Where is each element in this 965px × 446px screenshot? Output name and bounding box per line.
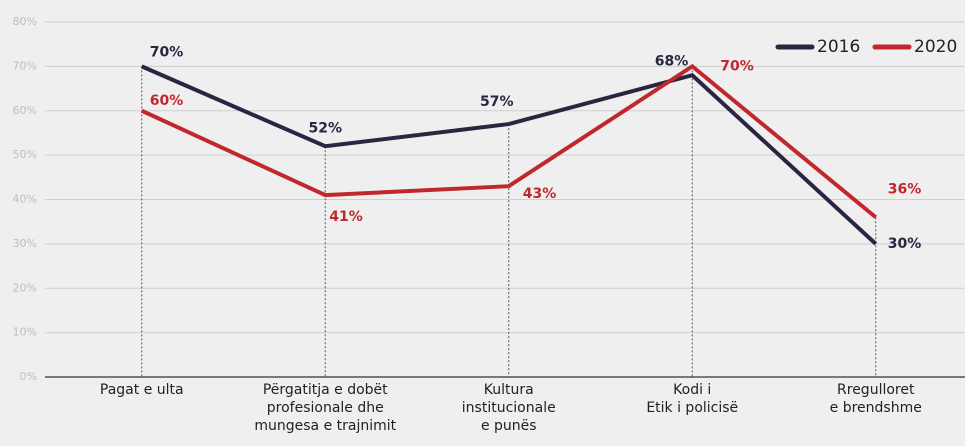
value-label: 60%: [150, 93, 184, 109]
value-label: 43%: [523, 186, 557, 202]
x-tick-label-line: profesionale dhe: [267, 400, 384, 416]
value-label: 68%: [655, 53, 689, 69]
x-tick-label-line: e brendshme: [830, 400, 922, 416]
x-tick-label-line: Kultura: [484, 382, 534, 398]
y-tick-label: 20%: [13, 281, 37, 294]
value-label: 30%: [888, 236, 922, 252]
legend-label: 2020: [914, 37, 957, 57]
x-tick-label: Kultura institucionale e punës: [462, 382, 556, 434]
x-tick-label: Kodi i Etik i policisë: [646, 382, 738, 416]
value-label: 36%: [888, 181, 922, 197]
value-label: 41%: [329, 209, 363, 225]
value-label: 52%: [308, 120, 342, 136]
x-tick-label-line: e punës: [481, 418, 537, 434]
x-tick-label: Përgatitja e dobët profesionale dhe munges…: [254, 382, 396, 434]
series-line: [140, 64, 878, 246]
x-tick-label: Pagat e ulta: [100, 382, 184, 398]
value-label: 57%: [480, 94, 514, 110]
y-tick-label: 30%: [13, 237, 37, 250]
value-label: 70%: [150, 44, 184, 60]
series-line: [140, 63, 878, 219]
y-tick-label: 40%: [13, 193, 37, 206]
x-tick-label: Rregulloret e brendshme: [830, 382, 922, 416]
x-tick-label-line: Pagat e ulta: [100, 382, 184, 398]
y-tick-label: 0%: [20, 370, 37, 383]
y-tick-label: 70%: [13, 59, 37, 72]
y-tick-label: 50%: [13, 148, 37, 161]
y-tick-label: 10%: [13, 326, 37, 339]
x-tick-label-line: mungesa e trajnimit: [254, 418, 396, 434]
x-tick-label-line: institucionale: [462, 400, 556, 416]
x-tick-label-line: Kodi i: [673, 382, 711, 398]
value-label: 70%: [720, 58, 754, 74]
y-tick-label: 60%: [13, 104, 37, 117]
legend-label: 2016: [817, 37, 860, 57]
y-tick-label: 80%: [13, 15, 37, 28]
x-tick-label-line: Rregulloret: [837, 382, 915, 398]
x-tick-label-line: Etik i policisë: [646, 400, 738, 416]
x-tick-label-line: Përgatitja e dobët: [263, 382, 388, 398]
